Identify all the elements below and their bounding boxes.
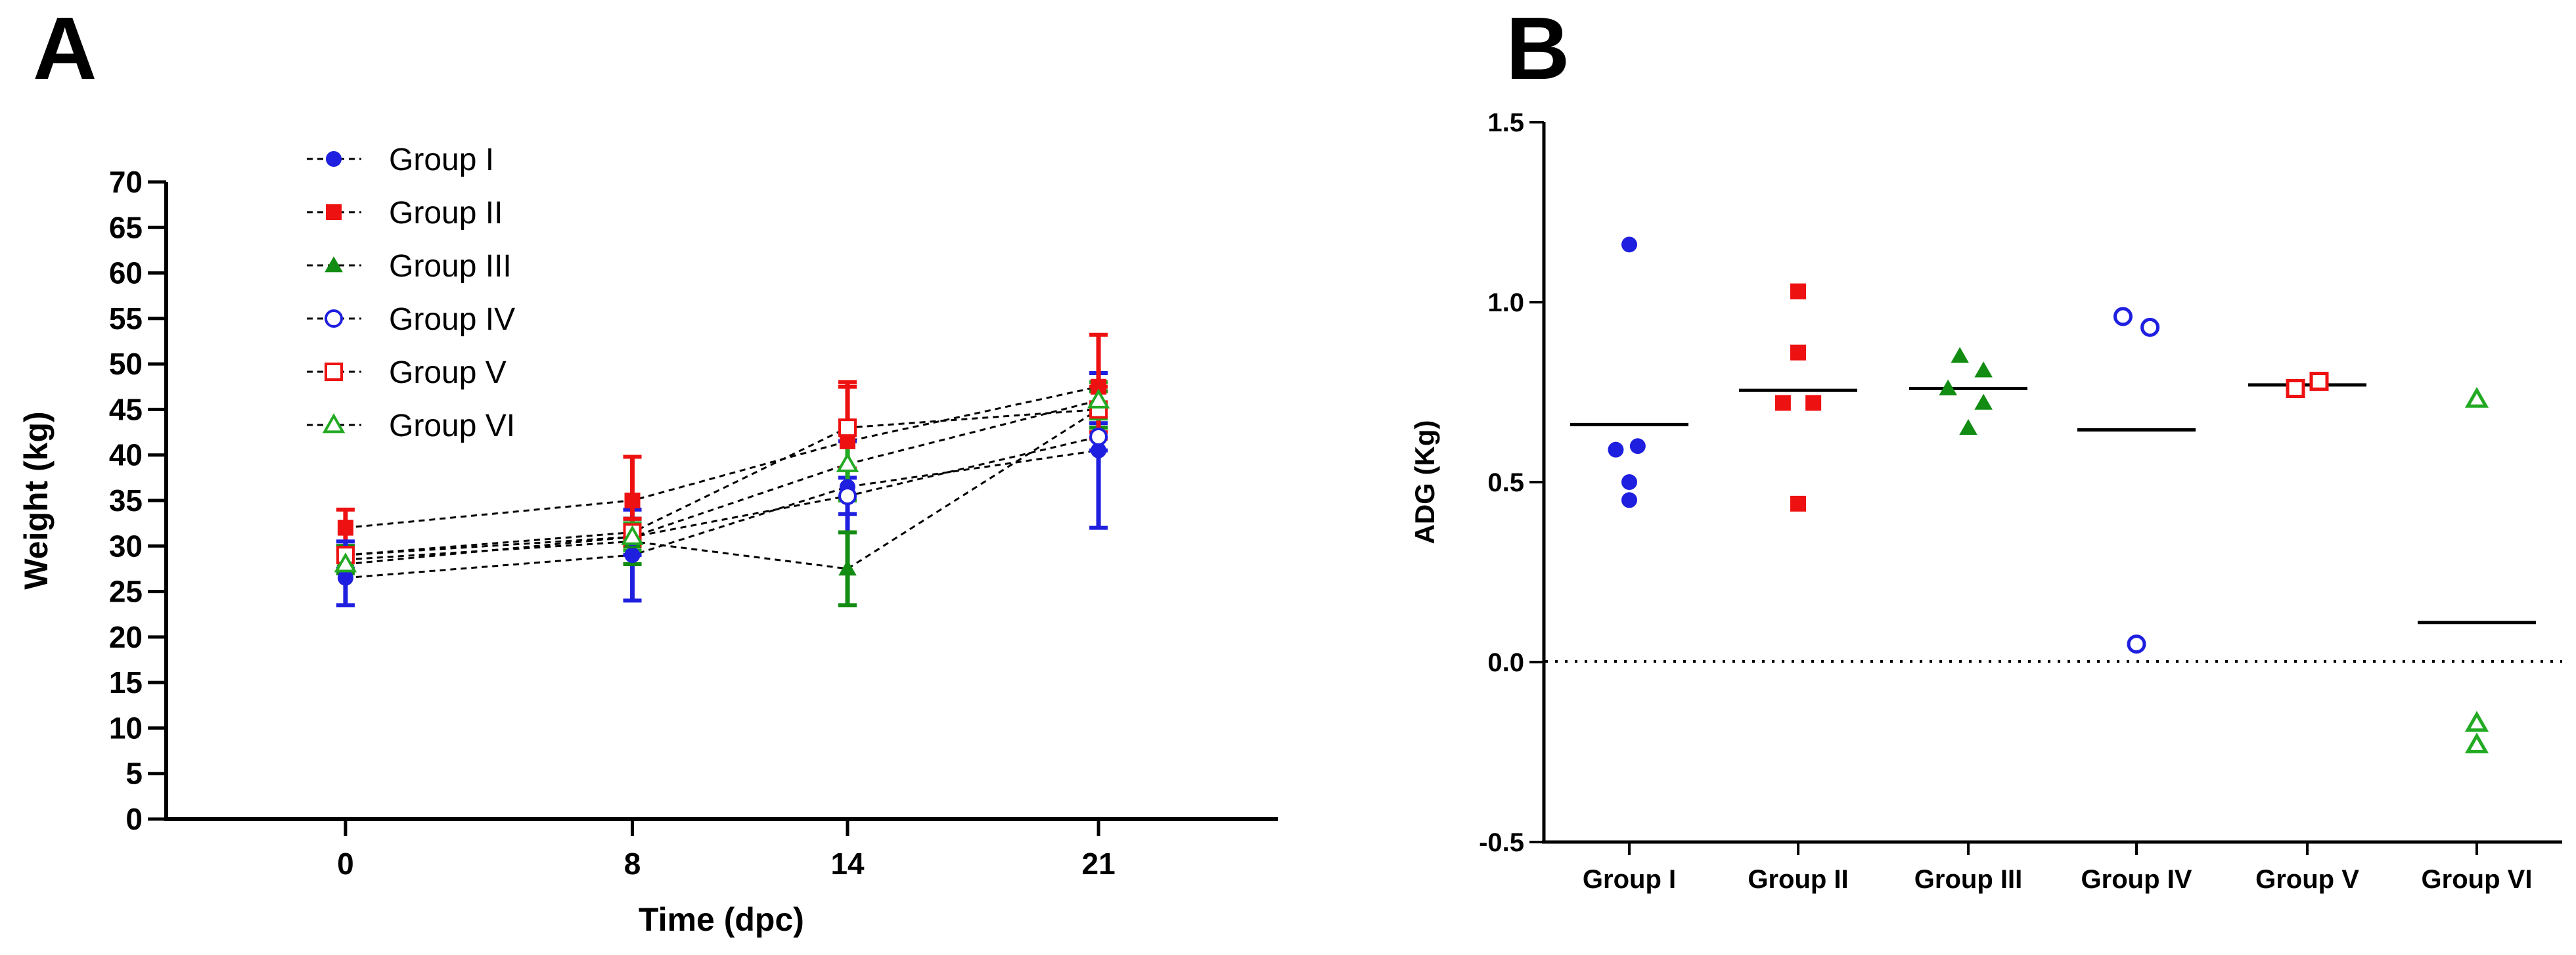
- chart-a-legend-marker: [326, 151, 342, 167]
- panel-a-label: A: [33, 0, 97, 98]
- chart-a-x-tick-label: 21: [1082, 847, 1116, 881]
- chart-b-y-tick-label: 1.0: [1487, 288, 1524, 317]
- chart-b-data-point: [2127, 634, 2146, 654]
- chart-a-data-point: [621, 525, 644, 545]
- chart-a-y-tick-label: 5: [125, 757, 143, 791]
- chart-b-x-tick-label: Group V: [2255, 865, 2359, 894]
- chart-b-data-point: [2309, 372, 2329, 391]
- chart-b-data-point: [1959, 419, 1977, 435]
- chart-b-adg-by-group: -0.5 0.0 0.5 1.0 1.5 Group I Group II Group II…: [1409, 108, 2562, 894]
- chart-b-x-tick-label: Group VI: [2422, 865, 2533, 894]
- chart-a-legend-item: Group VI: [307, 409, 515, 443]
- chart-a-y-tick-label: 0: [125, 802, 143, 836]
- chart-a-legend-marker: [326, 204, 342, 220]
- chart-b-data-point: [2140, 317, 2160, 337]
- chart-b-x-tick-label: Group II: [1748, 865, 1848, 894]
- chart-b-y-axis-title: ADG (Kg): [1409, 420, 1440, 544]
- chart-a-data-point: [1087, 388, 1110, 409]
- chart-a-series-line: [345, 408, 1099, 556]
- chart-a-data-point: [838, 487, 857, 506]
- chart-a-data-point: [1089, 428, 1108, 446]
- chart-a-y-tick-label: 50: [109, 347, 143, 381]
- chart-b-data-point: [1974, 361, 1993, 378]
- chart-a-data-point: [624, 547, 641, 564]
- chart-a-legend-marker: [325, 363, 343, 381]
- chart-a-series-line: [345, 386, 1099, 529]
- chart-a-data-point: [624, 493, 641, 508]
- chart-a-series-line: [345, 435, 1099, 556]
- chart-a-y-tick-label: 70: [109, 165, 143, 199]
- chart-b-y-tick-label: 1.5: [1487, 108, 1524, 137]
- chart-a-y-tick-label: 60: [109, 256, 143, 290]
- chart-b-data-point: [2464, 711, 2489, 732]
- chart-a-data-point: [836, 452, 859, 472]
- chart-a-y-tick-label: 15: [109, 665, 143, 700]
- chart-a-legend-item: Group II: [307, 196, 503, 231]
- chart-b-data-point: [1805, 395, 1822, 411]
- chart-b-data-point: [1939, 379, 1957, 395]
- chart-a-legend-item: Group V: [307, 355, 507, 390]
- chart-a-x-axis-title: Time (dpc): [639, 901, 804, 938]
- chart-a-y-tick-label: 20: [109, 620, 143, 654]
- chart-b-data-point: [1774, 395, 1791, 411]
- chart-b-y-tick-label: -0.5: [1479, 828, 1524, 857]
- chart-a-legend-item: Group III: [307, 249, 512, 284]
- chart-a-data-point: [838, 560, 857, 576]
- chart-b-data-point: [1621, 492, 1637, 508]
- chart-a-data-point: [337, 520, 353, 536]
- chart-a-y-tick-label: 55: [109, 301, 143, 336]
- chart-b-x-tick-label: Group IV: [2081, 865, 2192, 894]
- chart-b-data-point: [1790, 344, 1806, 361]
- chart-a-data-point: [337, 569, 353, 586]
- chart-a-data-point: [334, 552, 357, 573]
- chart-a-legend-label: Group III: [389, 249, 512, 284]
- chart-a-legend-item: Group IV: [307, 302, 515, 337]
- chart-b-data-point: [1790, 495, 1806, 512]
- chart-a-series-line: [345, 409, 1099, 570]
- chart-b-x-tick-label: Group III: [1914, 865, 2022, 894]
- chart-a-data-point: [838, 418, 857, 437]
- chart-a-legend-label: Group I: [389, 143, 494, 177]
- chart-b-data-point: [1974, 393, 1993, 410]
- chart-a-x-tick-label: 8: [624, 847, 641, 881]
- chart-a-series-line: [345, 399, 1099, 566]
- chart-a-weight-over-time: 0 5 10 15 20 25 30 35 40 45 50 55 60 65 70 0 8 14 21 Time…: [18, 143, 1278, 938]
- chart-a-y-tick-label: 45: [109, 392, 143, 426]
- chart-a-y-tick-label: 35: [109, 483, 143, 518]
- chart-a-legend-marker: [325, 256, 343, 273]
- chart-a-legend-label: Group V: [389, 355, 507, 390]
- chart-a-y-tick-label: 65: [109, 210, 143, 244]
- chart-b-y-tick-label: 0.5: [1487, 468, 1524, 497]
- chart-a-y-tick-label: 10: [109, 711, 143, 745]
- chart-b-x-tick-label: Group I: [1583, 865, 1676, 894]
- chart-a-data-point: [1091, 442, 1107, 458]
- chart-a-legend-label: Group VI: [389, 409, 515, 443]
- chart-a-y-axis-title: Weight (kg): [18, 411, 55, 589]
- chart-a-legend-label: Group II: [389, 196, 503, 231]
- chart-a-y-tick-label: 25: [109, 575, 143, 609]
- chart-a-legend-item: Group I: [307, 143, 494, 177]
- chart-a-legend-marker: [322, 413, 346, 433]
- panel-b-label: B: [1506, 0, 1570, 98]
- chart-b-data-point: [1621, 236, 1637, 253]
- chart-a-x-tick-label: 14: [830, 847, 865, 881]
- chart-a-x-tick-label: 0: [337, 847, 354, 881]
- chart-b-data-point: [2464, 387, 2489, 408]
- chart-b-data-point: [2464, 732, 2489, 753]
- chart-a-series-line: [345, 449, 1099, 579]
- chart-b-data-point: [1629, 438, 1646, 455]
- chart-a-legend: Group I Group II Group III Group IV Group V G…: [307, 143, 515, 443]
- chart-a-y-tick-label: 30: [109, 529, 143, 563]
- chart-a-legend-marker: [325, 309, 343, 328]
- chart-b-data-point: [2286, 379, 2305, 399]
- chart-b-data-point: [2113, 307, 2133, 326]
- chart-b-data-point: [1608, 441, 1624, 458]
- chart-b-y-tick-label: 0.0: [1487, 648, 1524, 677]
- chart-a-y-tick-label: 40: [109, 438, 143, 472]
- chart-a-legend-label: Group IV: [389, 302, 515, 337]
- chart-b-data-point: [1621, 474, 1637, 490]
- chart-b-data-point: [1951, 347, 1969, 363]
- chart-b-data-point: [1790, 283, 1806, 300]
